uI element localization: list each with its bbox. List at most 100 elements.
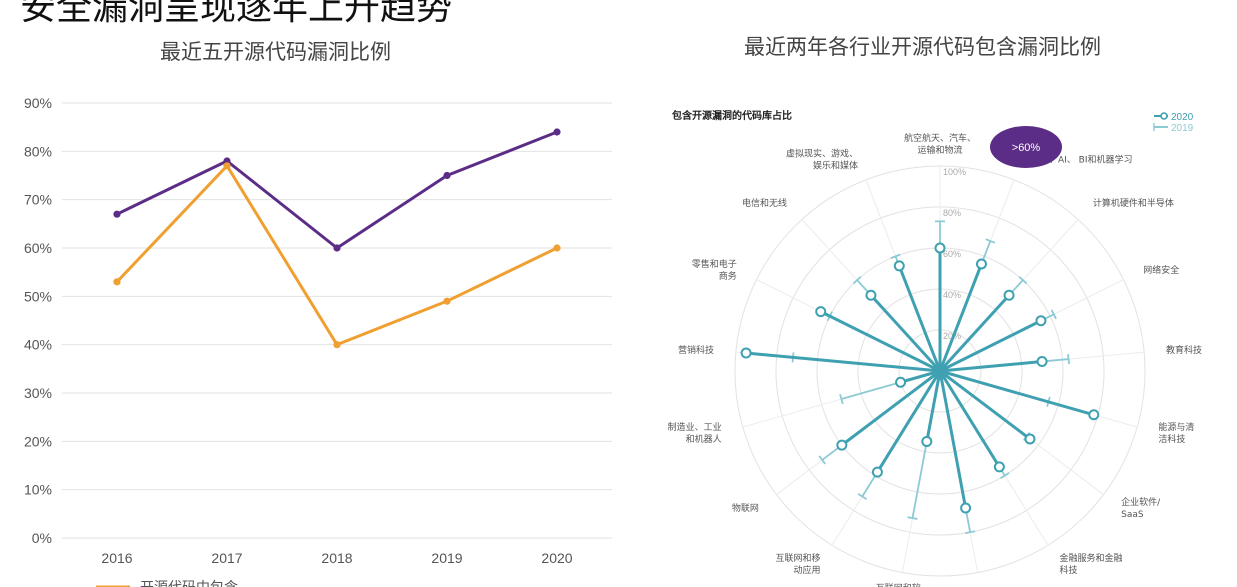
y-tick-label: 80% [24, 143, 52, 159]
radar-category-label: 金融服务和金融 [1060, 552, 1123, 564]
x-tick-label: 2019 [431, 550, 462, 566]
y-tick-label: 50% [24, 288, 52, 304]
radar-category-label: 洁科技 [1158, 433, 1185, 445]
radar-category-label: 电信和无线 [742, 197, 787, 209]
legend-label-2019: 2019 [1171, 123, 1194, 134]
series-2020-line [939, 360, 1043, 373]
series-2019-cap [1000, 472, 1010, 479]
series-2020-marker [1088, 409, 1100, 421]
series-2020-line [876, 370, 942, 473]
series-2020-line [939, 369, 1031, 441]
series-2020-line [939, 319, 1042, 373]
series-2019-cap [890, 253, 901, 259]
radar-category-label: 物联网 [732, 502, 759, 514]
right-chart-title: 最近两年各行业开源代码包含漏洞比例 [744, 35, 1101, 59]
series-2020-marker [1036, 356, 1048, 368]
radar-category-label: 娱乐和媒体 [813, 159, 858, 171]
series-2020-marker [1024, 433, 1036, 445]
legend-label: 开源代码中包含... [140, 579, 250, 587]
x-tick-label: 2018 [321, 550, 352, 566]
series-line-0 [116, 130, 558, 250]
series-2020-marker [1003, 289, 1015, 301]
y-tick-label: 60% [24, 240, 52, 256]
series-2019-cap [1018, 276, 1028, 285]
series-2020-marker [960, 502, 972, 514]
radar-category-label: 互联网和软 [876, 582, 921, 587]
data-point [553, 128, 561, 136]
series-2020-line [938, 294, 1011, 373]
x-tick-label: 2016 [101, 550, 132, 566]
ring-label: 80% [943, 208, 961, 218]
series-2020-line [938, 370, 968, 509]
series-2020-line [869, 294, 942, 373]
line-chart: 0% 10% 20% 30% 40% 50% 60% 70% 80% 90% 2016 2017 201… [24, 95, 612, 587]
callout-bubble [990, 126, 1062, 168]
series-2020-marker [865, 289, 877, 301]
radar-category-label: 科技 [1060, 564, 1078, 576]
series-2020-marker [893, 260, 905, 272]
series-2020-line [925, 370, 942, 442]
y-tick-label: 0% [32, 530, 52, 546]
ring-label: 60% [943, 249, 961, 259]
data-point [223, 162, 231, 170]
series-2020-marker [993, 461, 1005, 473]
y-tick-label: 70% [24, 192, 52, 208]
radar-category-label: 制造业、工业 [668, 421, 722, 433]
data-point [553, 244, 561, 252]
ring-label: 40% [943, 290, 961, 300]
radar-category-label: 网络安全 [1143, 264, 1179, 276]
legend-marker-2020 [1160, 112, 1168, 120]
radar-category-label: 运输和物流 [917, 144, 962, 156]
data-point [113, 278, 121, 286]
series-2020-marker [836, 439, 848, 451]
series-2020-line [745, 351, 941, 373]
series-2020-line [840, 369, 941, 447]
series-2020-line [938, 263, 983, 372]
series-2020-marker [975, 258, 987, 270]
ring-label: 100% [943, 167, 966, 177]
radar-category-label: SaaS [1121, 510, 1144, 520]
y-tick-label: 10% [24, 482, 52, 498]
series-2020-marker [921, 436, 933, 448]
radar-category-label: 动应用 [793, 564, 820, 576]
series-2019-cap [1050, 309, 1057, 320]
series-2020-marker [871, 466, 883, 478]
series-2020-line [938, 370, 1001, 468]
radar-category-label: 互联网和移 [775, 552, 820, 564]
radar-category-label: 营销科技 [678, 344, 714, 356]
radar-category-label: 能源与清 [1158, 421, 1194, 433]
x-tick-label: 2017 [211, 550, 242, 566]
y-tick-label: 90% [24, 95, 52, 111]
series-2019-cap [857, 493, 868, 500]
series-2020-marker [1035, 315, 1047, 327]
data-point [113, 210, 121, 218]
series-2020-marker [895, 376, 907, 388]
data-point [333, 244, 341, 252]
series-2020-marker [934, 242, 946, 254]
y-tick-label: 30% [24, 385, 52, 401]
series-2019-cap [965, 530, 976, 535]
series-2020-line [897, 265, 942, 372]
radar-category-label: 企业软件/ [1121, 496, 1161, 508]
callout-text: >60% [1012, 142, 1041, 154]
radar-category-label: 零售和电子 [692, 258, 737, 270]
series-2019-cap [985, 238, 996, 244]
radar-category-label: 航空航天、汽车、 [904, 132, 976, 144]
y-tick-label: 40% [24, 337, 52, 353]
x-tick-label: 2020 [541, 550, 572, 566]
radar-category-label: 计算机硬件和半导体 [1093, 197, 1174, 209]
radar-chart: 包含开源漏洞的代码库占比20202019100%80%60%40%20%航空航天… [668, 109, 1202, 587]
series-2019-cap [839, 393, 844, 405]
radar-category-label: 虚拟现实、游戏、 [786, 147, 858, 159]
y-tick-label: 20% [24, 433, 52, 449]
data-point [443, 297, 451, 305]
radar-category-label: 教育科技 [1166, 344, 1202, 356]
series-2020-line [939, 369, 1095, 417]
series-2019-cap [907, 516, 918, 520]
radar-subtitle: 包含开源漏洞的代码库占比 [672, 109, 792, 122]
series-2020-marker [815, 306, 827, 318]
data-point [333, 341, 341, 349]
radar-category-label: 和机器人 [686, 433, 722, 445]
series-line-1 [115, 164, 558, 347]
slide-title: 安全漏洞呈现逐年上升趋势 [20, 0, 453, 28]
